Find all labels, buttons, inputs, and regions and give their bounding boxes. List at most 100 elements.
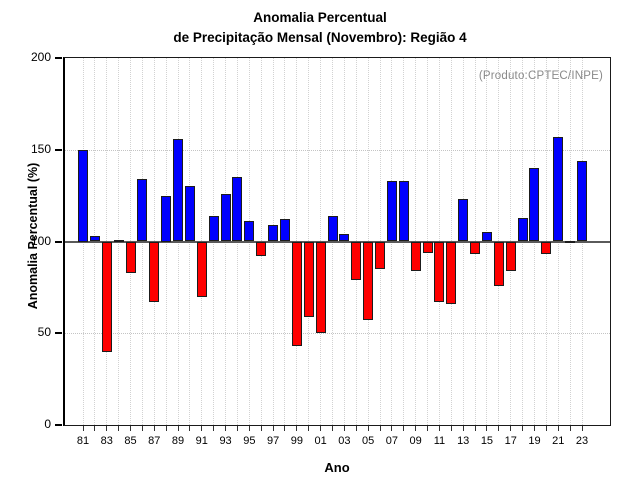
x-axis-tick [581,426,583,431]
x-axis-tick [355,426,357,431]
chart-title: Anomalia Percentual de Precipitação Mens… [0,8,640,48]
x-axis-tick [225,426,227,431]
x-axis-tick [94,426,96,431]
y-axis-tick [55,148,62,151]
x-axis-tick [213,426,215,431]
x-axis-tick-label: 91 [195,435,208,447]
bar-year-21 [553,136,564,242]
bar-year-90 [184,186,195,242]
bar-year-15 [481,232,492,242]
y-axis-tick [55,240,62,243]
x-axis-tick [118,426,120,431]
x-axis-tick-label: 23 [575,435,589,447]
x-axis-tick [332,426,333,431]
x-axis-tick-label: 13 [457,435,470,447]
x-axis-tick [474,426,476,431]
bar-year-02 [327,215,338,242]
chart-title-line2: de Precipitação Mensal (Novembro): Regiã… [173,30,467,45]
bar-year-97 [268,224,279,242]
bar-year-94 [232,177,243,242]
y-axis-tick-label: 200 [30,50,51,64]
bar-year-92 [208,215,219,242]
x-axis-title: Ano [324,460,350,475]
bar-year-82 [89,235,100,242]
bar-year-20 [541,241,552,255]
x-axis-tick [177,426,179,431]
x-axis-tick [308,426,310,431]
y-axis-tick [55,57,62,59]
x-axis-tick [427,426,429,431]
x-axis-tick [165,426,167,431]
x-axis-tick-label: 15 [480,435,494,447]
bar-year-12 [446,241,457,304]
y-axis-tick-label: 0 [44,417,51,431]
x-axis-tick [130,426,132,431]
bar-year-06 [375,241,386,270]
x-axis-tick-label: 87 [148,435,161,447]
bar-year-10 [422,241,433,253]
x-axis-tick [248,426,250,431]
bar-year-84 [113,239,124,242]
x-axis-tick [545,426,547,431]
plot-area: (Produto:CPTEC/INPE) 0 50 100 150 200 81 83 85 8… [31,50,611,447]
x-axis-tick [438,426,440,431]
x-axis-tick [557,426,559,431]
bar-year-96 [256,241,267,257]
x-axis-tick [533,426,535,431]
x-axis-tick [367,426,369,431]
bar-year-95 [244,221,255,242]
x-axis-tick [343,426,345,431]
horizontal-gridline [65,333,610,335]
x-axis-tick [201,426,203,431]
horizontal-gridline [65,149,610,151]
bar-year-81 [78,149,88,242]
x-axis-tick [141,426,143,431]
x-axis-tick [462,426,464,431]
bar-year-07 [386,180,397,242]
bar-year-98 [279,219,290,242]
x-axis-tick [284,426,286,431]
x-axis-tick [450,426,452,431]
y-axis-tick [55,332,62,335]
bar-year-01 [315,241,326,334]
x-axis-tick-label: 83 [100,435,113,447]
x-axis-tick-label: 99 [290,435,303,447]
bar-year-91 [196,241,207,297]
y-axis-tick [55,424,62,426]
x-axis-tick-label: 07 [385,435,399,447]
x-axis-tick-label: 21 [552,435,565,447]
bar-year-88 [161,195,172,242]
bar-year-89 [173,138,184,242]
x-axis-tick [260,426,262,431]
x-axis-tick-label: 11 [433,435,446,447]
x-axis-tick-label: 03 [338,435,351,447]
bar-year-86 [137,179,148,242]
bar-year-22 [565,240,576,243]
x-axis-tick [153,426,155,431]
bar-year-03 [339,234,350,242]
bar-year-13 [458,199,469,242]
x-axis-tick [391,426,393,431]
x-axis-tick [320,426,322,431]
x-axis-tick-label: 17 [504,435,517,447]
x-axis-tick-label: 93 [219,435,232,447]
bar-year-04 [351,241,362,281]
x-axis-tick [569,426,571,431]
x-axis-tick-label: 97 [266,435,280,447]
bar-year-93 [220,193,231,242]
bar-year-17 [505,241,516,271]
bar-year-87 [149,241,160,303]
x-axis-tick [296,426,298,431]
x-axis-tick [272,426,274,431]
x-axis-tick-label: 19 [528,435,541,447]
x-axis-tick-label: 05 [362,435,375,447]
x-axis-tick-label: 89 [171,435,185,447]
y-axis-tick-label: 100 [30,233,51,248]
source-annotation: (Produto:CPTEC/INPE) [478,70,603,82]
x-axis-tick [189,426,191,431]
bar-year-05 [363,241,374,321]
bar-year-23 [577,160,587,242]
bar-year-99 [291,241,302,347]
bar-year-08 [398,180,409,242]
x-axis-tick-label: 09 [409,435,422,447]
